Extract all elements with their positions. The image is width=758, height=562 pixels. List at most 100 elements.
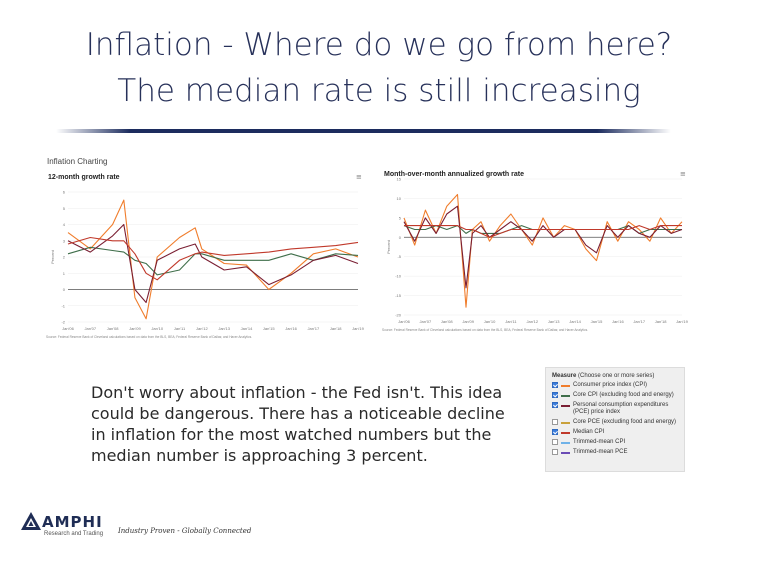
chart-background [380, 165, 690, 345]
legend-label: Consumer price index (CPI) [573, 382, 648, 388]
y-tick-label: 2 [63, 255, 66, 260]
chart-source-note: Source: Federal Reserve Bank of Clevelan… [46, 335, 252, 339]
x-tick-label: Jan'09 [462, 319, 474, 324]
legend-heading-note: (Choose one or more series) [578, 373, 655, 379]
x-tick-label: Jan'06 [398, 319, 410, 324]
legend-label: Core PCE (excluding food and energy) [573, 419, 677, 425]
x-tick-label: Jan'13 [218, 326, 230, 331]
legend-label: Median CPI [573, 429, 605, 435]
y-tick-label: -5 [397, 254, 401, 259]
legend-checkbox[interactable] [552, 439, 558, 445]
y-tick-label: 5 [63, 206, 66, 211]
x-tick-label: Jan'18 [330, 326, 342, 331]
x-tick-label: Jan'17 [308, 326, 320, 331]
legend-heading-bold: Measure [552, 373, 577, 379]
series-line [403, 205, 683, 289]
legend-label: Core CPI (excluding food and energy) [573, 392, 674, 398]
series-line [67, 199, 359, 320]
x-tick-label: Jan'15 [591, 319, 603, 324]
slide-title-line-1: Inflation - Where do we go from here? [85, 27, 673, 63]
company-tagline: Industry Proven - Globally Connected [118, 527, 252, 535]
legend-checkbox[interactable] [552, 392, 558, 398]
x-tick-label: Jan'07 [84, 326, 96, 331]
legend-item[interactable]: Median CPI [552, 429, 678, 436]
y-tick-label: -10 [395, 274, 402, 279]
x-tick-label: Jan'12 [526, 319, 538, 324]
x-tick-label: Jan'14 [569, 319, 581, 324]
company-name: AMPHI [42, 513, 103, 531]
series-line [404, 225, 682, 238]
amphi-logo-icon [21, 512, 41, 530]
x-tick-label: Jan'18 [655, 319, 667, 324]
legend-checkbox[interactable] [552, 382, 558, 388]
chart-title: Month-over-month annualized growth rate [384, 171, 524, 178]
x-tick-label: Jan'11 [505, 319, 517, 324]
legend-swatch [561, 452, 570, 454]
x-tick-label: Jan'08 [107, 326, 119, 331]
x-tick-label: Jan'09 [129, 326, 141, 331]
x-tick-label: Jan'16 [612, 319, 624, 324]
series-line [67, 236, 359, 281]
x-tick-label: Jan'06 [62, 326, 74, 331]
x-tick-label: Jan'19 [676, 319, 688, 324]
y-tick-label: 1 [63, 271, 66, 276]
title-divider [56, 129, 671, 133]
chart-panel-12-month: 12-month growth rate ≡ 6 5 4 3 2 1 0 -1 -2 Percent J… [44, 168, 366, 344]
legend-checkbox[interactable] [552, 449, 558, 455]
x-tick-label: Jan'14 [241, 326, 253, 331]
legend-swatch [561, 442, 570, 444]
y-tick-label: 10 [397, 196, 402, 201]
x-tick-label: Jan'08 [441, 319, 453, 324]
legend-item[interactable]: Core PCE (excluding food and energy) [552, 419, 678, 426]
chart-title: 12-month growth rate [48, 174, 120, 181]
legend-label: Trimmed-mean PCE [573, 449, 628, 455]
y-tick-label: 6 [63, 190, 66, 195]
chart-menu-icon: ≡ [356, 173, 362, 181]
y-tick-label: 4 [63, 222, 66, 227]
legend-item[interactable]: Trimmed-mean PCE [552, 449, 678, 456]
legend-checkbox[interactable] [552, 429, 558, 435]
legend-item[interactable]: Consumer price index (CPI) [552, 382, 678, 389]
y-tick-label: 15 [397, 177, 402, 182]
y-tick-label: 3 [63, 238, 66, 243]
section-label: Inflation Charting [47, 157, 108, 166]
legend-heading: Measure (Choose one or more series) [552, 373, 678, 379]
chart-12-month-growth-rate: 12-month growth rate ≡ 6 5 4 3 2 1 0 -1 -2 Percent J… [44, 168, 366, 344]
x-tick-label: Jan'10 [151, 326, 163, 331]
x-tick-label: Jan'17 [633, 319, 645, 324]
legend-swatch [561, 432, 570, 434]
legend-item[interactable]: Core CPI (excluding food and energy) [552, 392, 678, 399]
y-axis-label: Percent [50, 249, 55, 264]
x-tick-label: Jan'11 [174, 326, 186, 331]
commentary-text: Don't worry about inflation - the Fed is… [91, 383, 505, 465]
series-line [67, 223, 359, 304]
slide-title-line-2: The median rate is still increasing [117, 73, 641, 109]
legend-checkbox[interactable] [552, 402, 558, 408]
x-tick-label: Jan'15 [263, 326, 275, 331]
chart-background [44, 168, 366, 344]
y-tick-label: 0 [63, 287, 66, 292]
y-tick-label: -20 [395, 313, 402, 318]
y-tick-label: -1 [61, 303, 65, 308]
chart-month-over-month-growth-rate: Month-over-month annualized growth rate ≡… [380, 165, 690, 345]
x-tick-label: Jan'13 [548, 319, 560, 324]
y-tick-label: -15 [395, 293, 402, 298]
legend-swatch [561, 405, 570, 407]
x-tick-label: Jan'12 [196, 326, 208, 331]
x-tick-label: Jan'19 [352, 326, 364, 331]
y-axis-label: Percent [386, 239, 391, 254]
x-tick-label: Jan'10 [484, 319, 496, 324]
legend-item[interactable]: Personal consumption expenditures (PCE) … [552, 402, 678, 416]
y-tick-label: -2 [61, 320, 65, 325]
y-tick-label: 0 [399, 235, 402, 240]
legend-swatch [561, 422, 570, 424]
chart-menu-icon: ≡ [680, 170, 686, 178]
x-tick-label: Jan'07 [420, 319, 432, 324]
legend-checkbox[interactable] [552, 419, 558, 425]
legend-item[interactable]: Trimmed-mean CPI [552, 439, 678, 446]
legend-label: Personal consumption expenditures (PCE) … [573, 402, 669, 415]
measure-legend-panel: Measure (Choose one or more series) Cons… [545, 367, 685, 472]
legend-label: Trimmed-mean CPI [573, 439, 626, 445]
legend-swatch [561, 385, 570, 387]
company-subtitle: Research and Trading [44, 531, 104, 537]
